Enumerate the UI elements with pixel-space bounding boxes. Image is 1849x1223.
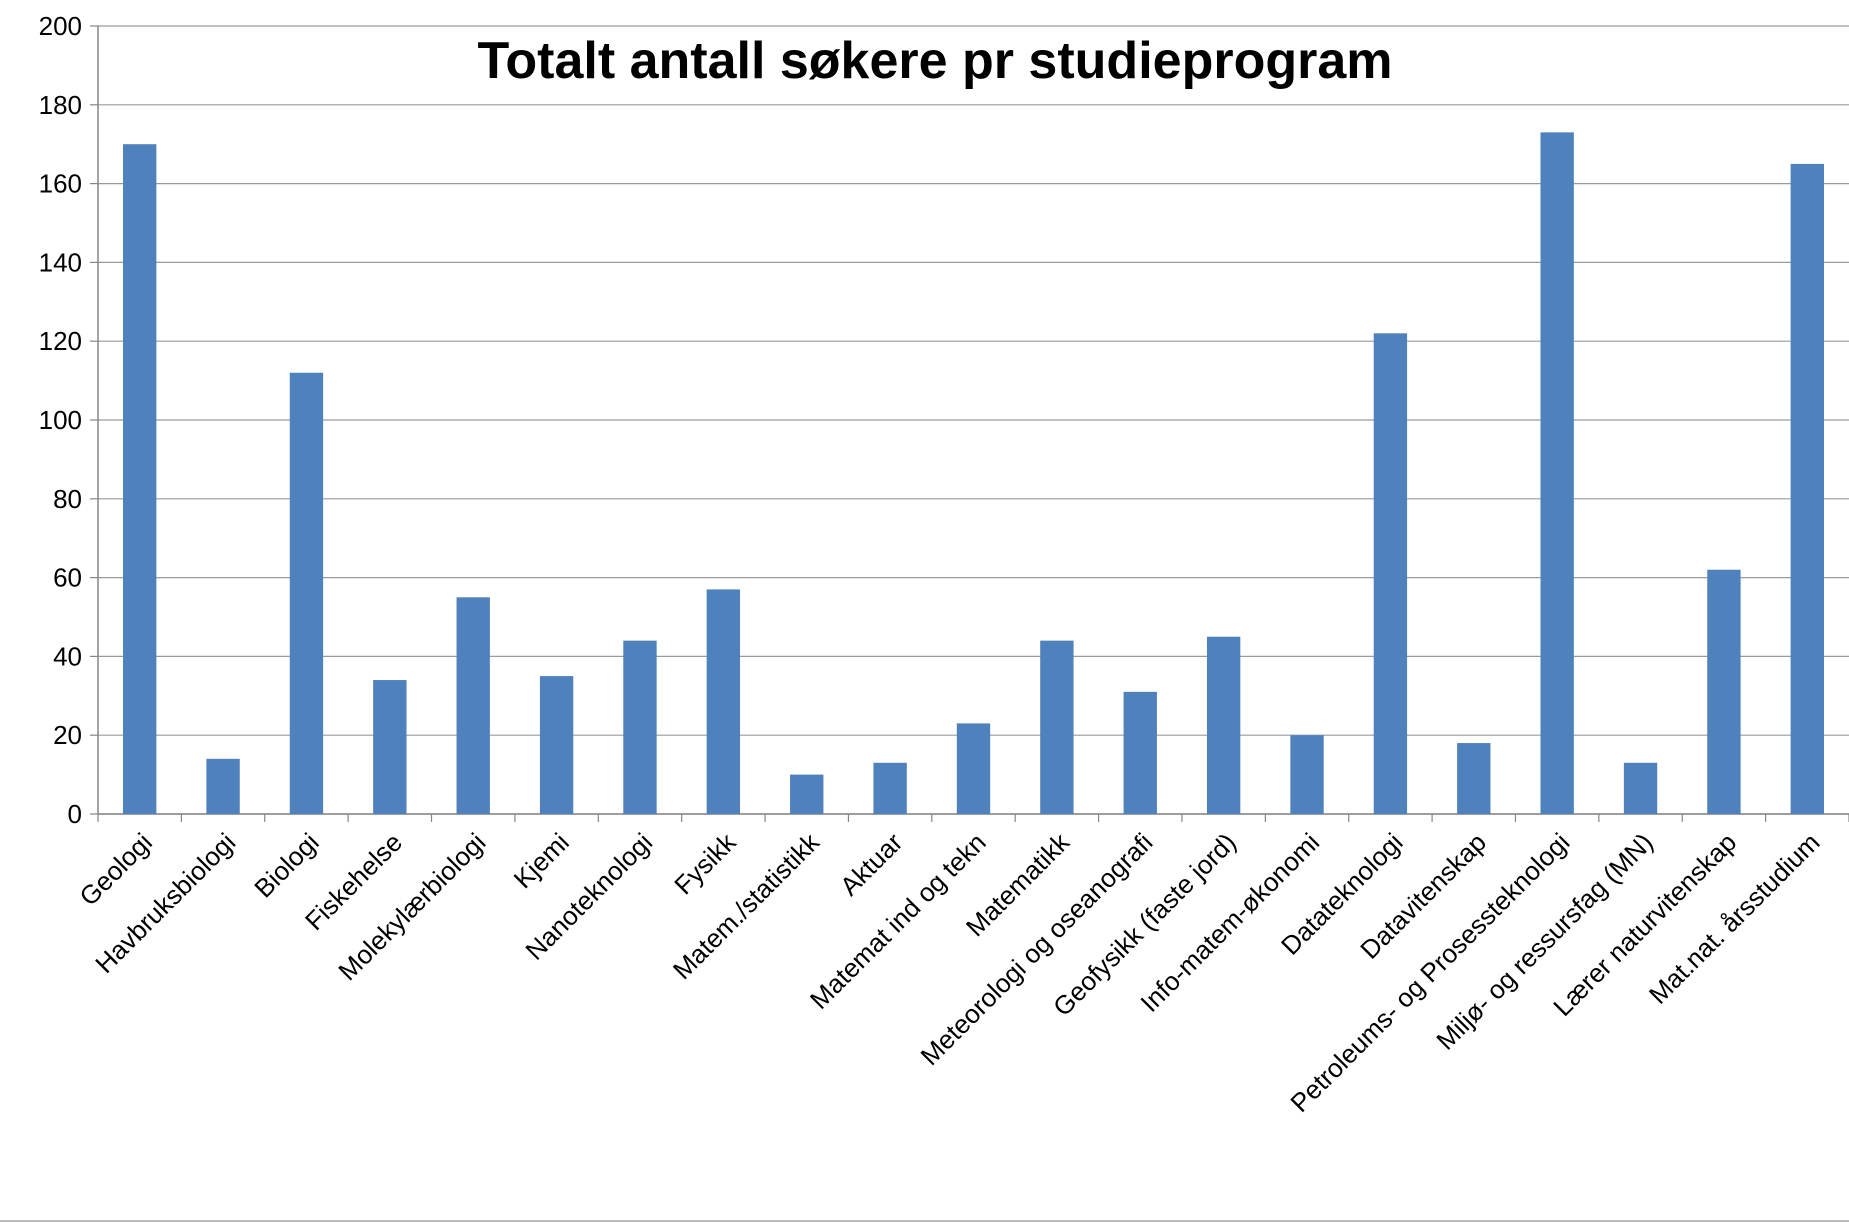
bar xyxy=(623,640,657,814)
bar xyxy=(790,774,824,814)
bar xyxy=(123,144,157,814)
bar xyxy=(1206,636,1241,814)
y-tick-label: 0 xyxy=(68,799,82,829)
bar xyxy=(1790,163,1824,814)
y-tick-label: 20 xyxy=(53,720,82,750)
bar xyxy=(1540,132,1574,814)
bar xyxy=(956,723,991,814)
chart-title: Totalt antall søkere pr studieprogram xyxy=(477,32,1392,90)
y-tick-label: 80 xyxy=(53,484,82,514)
y-tick-label: 40 xyxy=(53,641,82,671)
y-tick-label: 60 xyxy=(53,563,82,593)
bar xyxy=(539,676,574,814)
y-tick-label: 140 xyxy=(39,247,82,277)
y-tick-label: 200 xyxy=(39,11,82,41)
bar xyxy=(873,762,907,814)
bar xyxy=(456,597,490,814)
bar xyxy=(1373,333,1408,814)
bar xyxy=(1290,735,1324,814)
y-tick-label: 160 xyxy=(39,169,82,199)
bar xyxy=(206,758,240,814)
bar xyxy=(289,372,324,814)
bar xyxy=(1457,743,1491,814)
y-tick-label: 120 xyxy=(39,326,82,356)
y-tick-label: 100 xyxy=(39,405,82,435)
bar xyxy=(373,680,407,814)
y-tick-label: 180 xyxy=(39,90,82,120)
bar xyxy=(706,589,741,814)
bar xyxy=(1623,762,1658,814)
bar xyxy=(1040,640,1074,814)
bar xyxy=(1707,569,1741,814)
bar xyxy=(1123,691,1157,814)
